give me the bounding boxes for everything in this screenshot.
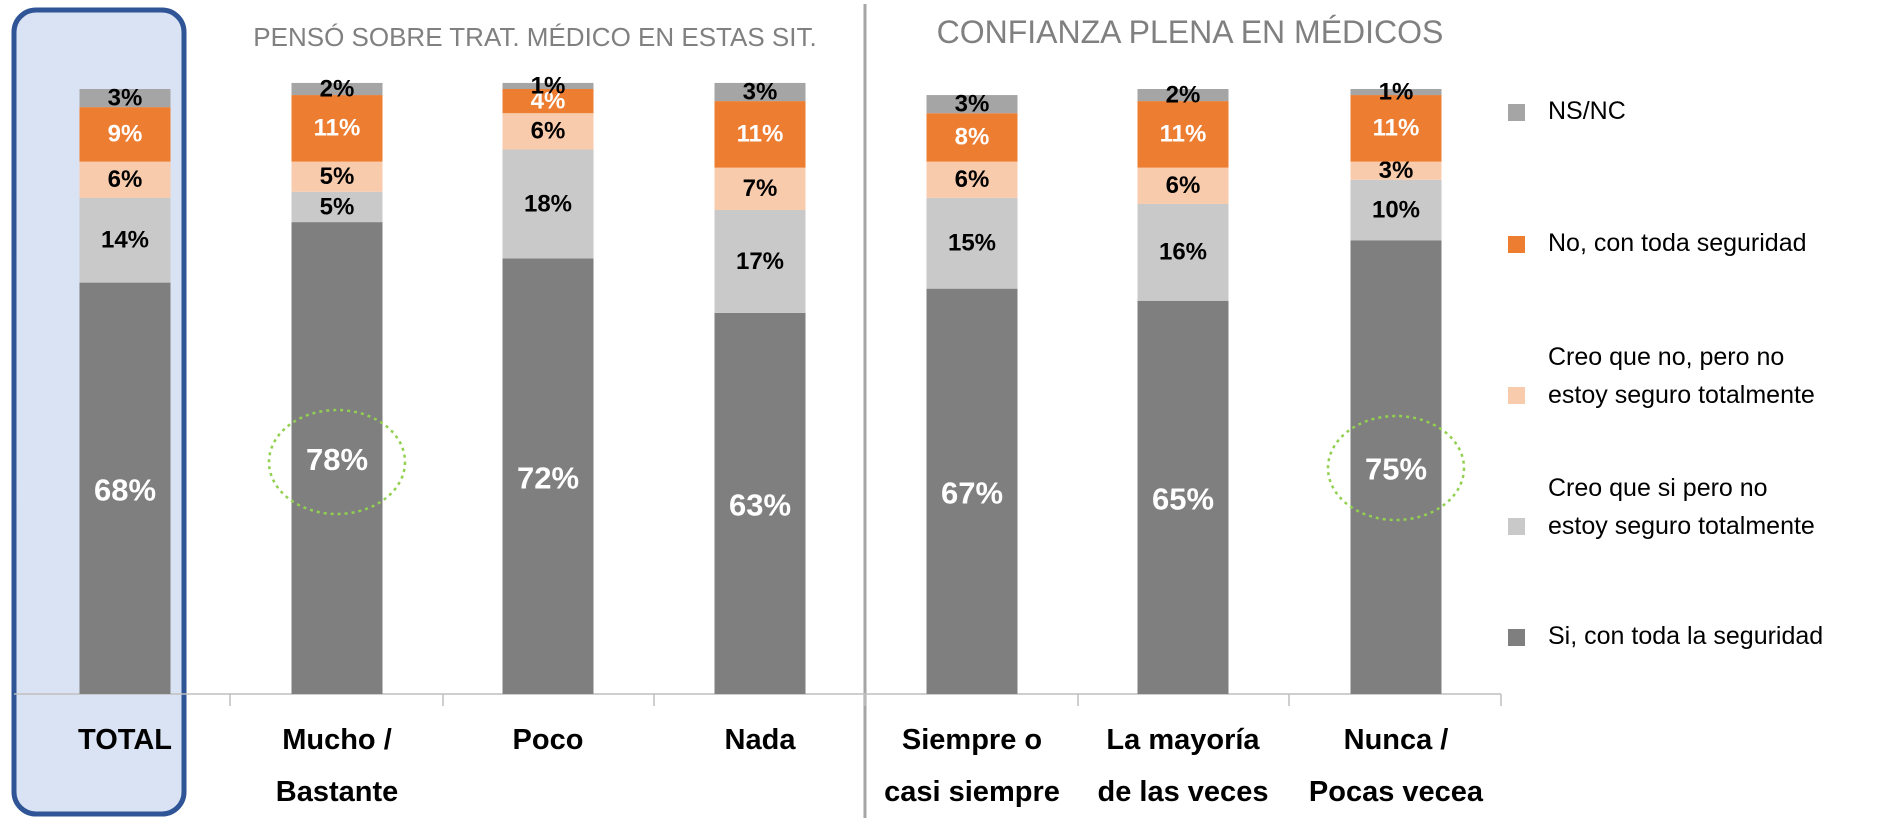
bar-segment [291,222,383,694]
data-label: 9% [108,121,143,148]
data-label: 2% [320,75,355,102]
data-label: 16% [1159,239,1207,266]
bar-segment [926,113,1018,162]
bar-segment [1350,161,1442,180]
group-title: PENSÓ SOBRE TRAT. MÉDICO EN ESTAS SIT. [253,22,817,52]
bar-segment [714,101,806,168]
bar-segment [502,89,594,114]
bar-segment [1350,95,1442,162]
bar-segment [79,161,171,198]
legend-swatch [1508,629,1525,646]
bar-segment [1350,89,1442,96]
legend-swatch [1508,236,1525,253]
legend-swatch [1508,104,1525,121]
data-label: 6% [1166,172,1201,199]
data-label: 67% [941,476,1003,511]
bar-segment [502,82,594,89]
data-label: 78% [306,442,368,477]
bar-segment [1137,89,1229,102]
data-label: 7% [743,175,778,202]
data-label: 3% [743,78,778,105]
data-label: 63% [729,488,791,523]
bar-segment [502,149,594,259]
bar-segment [714,312,806,694]
category-label: Mucho / Bastante [275,724,399,808]
data-label: 5% [320,193,355,220]
category-label: TOTAL [78,724,172,756]
highlight-ellipse [1326,414,1466,522]
data-label: 1% [531,72,566,99]
legend-swatch [1508,518,1525,535]
bars: 68%14%6%9%3%78%5%5%11%2%72%18%6%4%1%63%1… [79,72,1442,694]
data-label: 6% [955,166,990,193]
bar-segment [502,113,594,150]
bar-segment [79,282,171,694]
bar-segment [926,161,1018,198]
data-label: 10% [1372,196,1420,223]
data-label: 4% [531,87,566,114]
highlight-ellipse [267,408,407,516]
group-title: CONFIANZA PLENA EN MÉDICOS [936,14,1444,50]
bar-segment [1137,203,1229,301]
bar-segment [79,197,171,283]
data-label: 72% [517,460,579,495]
data-label: 1% [1379,78,1414,105]
bar-segment [1350,179,1442,241]
bar-segment [926,197,1018,289]
data-label: 5% [320,163,355,190]
bar-segment [291,82,383,96]
legend-label: Creo que no, pero no estoy seguro totalm… [1548,343,1815,409]
data-label: 3% [955,90,990,117]
category-label: Poco [512,724,584,756]
bar-segment [1137,101,1229,168]
bar-segment [714,82,806,102]
bar-segment [79,89,171,108]
data-label: 3% [108,84,143,111]
legend-swatch [1508,387,1525,404]
bar-segment [714,210,806,313]
data-label: 11% [1373,115,1420,142]
data-label: 17% [736,248,784,275]
data-label: 65% [1152,482,1214,517]
category-label: Nada [724,724,796,756]
bar-segment [291,161,383,192]
category-label: Nunca / Pocas vecea [1308,724,1484,808]
data-label: 14% [101,227,149,254]
data-label: 11% [1160,121,1207,148]
bar-segment [1137,300,1229,694]
data-label: 15% [948,230,996,257]
data-label: 18% [524,190,572,217]
data-label: 68% [94,472,156,507]
category-label: Siempre o casi siempre [884,724,1060,808]
bar-segment [502,258,594,694]
data-label: 2% [1166,81,1201,108]
bar-segment [291,95,383,162]
bar-segment [714,167,806,210]
data-label: 8% [955,124,990,151]
legend-label: No, con toda seguridad [1548,229,1807,257]
category-label: La mayoría de las veces [1097,724,1269,808]
data-label: 11% [314,115,361,142]
bar-segment [926,95,1018,114]
data-label: 6% [531,118,566,145]
legend-label: NS/NC [1548,97,1626,125]
data-label: 75% [1365,451,1427,486]
bar-segment [291,191,383,223]
bar-segment [79,107,171,162]
bar-segment [1350,240,1442,694]
legend-label: Creo que si pero no estoy seguro totalme… [1548,474,1815,540]
bar-segment [926,288,1018,694]
legend-label: Si, con toda la seguridad [1548,622,1824,650]
data-label: 11% [737,121,784,148]
bar-segment [1137,167,1229,204]
data-label: 6% [108,166,143,193]
